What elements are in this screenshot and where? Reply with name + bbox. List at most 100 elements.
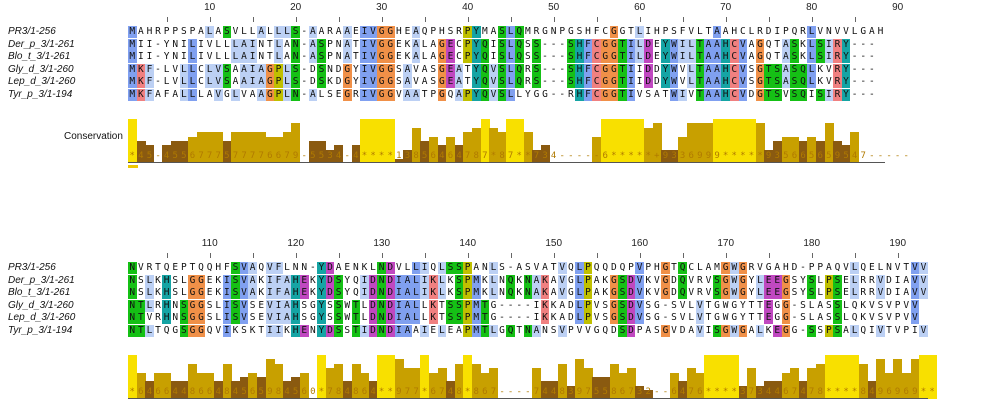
residue: A — [489, 26, 498, 38]
residue: P — [583, 262, 593, 274]
residue: V — [652, 287, 662, 299]
conservation-score: 6 — [697, 387, 703, 397]
conservation-bar — [532, 149, 542, 163]
conservation-bar — [764, 149, 774, 163]
residue: - — [506, 262, 515, 274]
residue: I — [265, 287, 275, 299]
residue: G — [386, 26, 395, 38]
residue: I — [626, 88, 636, 101]
residue: R — [153, 299, 163, 312]
conservation-score: * — [843, 387, 849, 397]
residue: D — [334, 63, 343, 76]
conservation-bar — [248, 372, 258, 399]
residue: G — [609, 274, 619, 287]
conservation-bar — [661, 149, 671, 163]
residue: A — [721, 26, 730, 38]
sequence-name[interactable]: Tyr_p_3/1-194 — [8, 88, 73, 100]
residue: A — [532, 287, 541, 299]
conservation-score: 4 — [215, 387, 221, 397]
residue: E — [394, 51, 404, 63]
sequence-name[interactable]: Gly_d_3/1-260 — [8, 63, 74, 75]
sequence-name[interactable]: Lep_d_3/1-260 — [8, 76, 76, 87]
residue: I — [222, 324, 232, 337]
residue: - — [558, 63, 567, 76]
residue: A — [532, 324, 541, 337]
residue: G — [859, 26, 868, 38]
sequence-name[interactable]: PR3/1-256 — [8, 26, 56, 37]
residue: L — [437, 324, 447, 337]
conservation-score: 3 — [774, 151, 780, 161]
residue: P — [179, 262, 189, 274]
residue: S — [171, 287, 180, 299]
ruler-tick — [768, 17, 770, 22]
sequence-name[interactable]: Tyr_p_3/1-194 — [8, 324, 73, 336]
residue: Q — [618, 262, 627, 274]
residue: A — [515, 262, 524, 274]
residue: G — [540, 26, 550, 38]
residue: I — [893, 274, 902, 287]
residue: C — [730, 88, 739, 101]
residue: E — [257, 299, 266, 312]
residue: S — [454, 274, 464, 287]
residue: G — [781, 312, 791, 324]
residue: G — [196, 287, 206, 299]
residue: R — [523, 76, 533, 88]
residue: F — [274, 262, 283, 274]
residue: P — [816, 262, 825, 274]
residue: S — [712, 287, 722, 299]
residue: S — [497, 26, 507, 38]
sequence-name[interactable]: Lep_d_3/1-260 — [8, 312, 76, 323]
sequence-name[interactable]: Gly_d_3/1-260 — [8, 299, 74, 311]
residue: G — [196, 274, 206, 287]
residue: H — [291, 299, 300, 312]
conservation-bar — [910, 359, 920, 399]
selection-marker[interactable] — [128, 165, 138, 168]
residue: Q — [859, 324, 868, 337]
sequence-name[interactable]: PR3/1-256 — [8, 262, 56, 273]
conservation-bar — [730, 355, 739, 399]
residue: G — [377, 76, 386, 88]
residue: M — [128, 51, 137, 63]
conservation-score: * — [370, 151, 376, 161]
residue: R — [523, 63, 533, 76]
residue: T — [704, 26, 713, 38]
conservation-score: 7 — [748, 387, 755, 397]
conservation-bar — [601, 119, 610, 163]
residue: F — [583, 63, 593, 76]
residue: I — [489, 38, 498, 51]
residue: L — [282, 88, 292, 101]
residue: L — [162, 76, 171, 88]
residue: N — [377, 287, 386, 299]
residue: Q — [833, 262, 842, 274]
residue: A — [781, 76, 791, 88]
ruler-tick — [510, 17, 512, 22]
conservation-bar — [153, 372, 163, 399]
conservation-bar — [429, 372, 438, 399]
residue: - — [506, 312, 515, 324]
residue: L — [515, 88, 524, 101]
residue: A — [282, 38, 292, 51]
conservation-bar — [136, 141, 146, 163]
residue: - — [515, 312, 524, 324]
residue: T — [265, 51, 275, 63]
residue: S — [773, 88, 782, 101]
residue: N — [257, 51, 266, 63]
conservation-bar — [712, 119, 722, 163]
sequence-name[interactable]: Blo_t_3/1-261 — [8, 287, 71, 298]
conservation-score: 3 — [679, 151, 686, 161]
residue: V — [824, 63, 834, 76]
ruler-number: 80 — [806, 2, 818, 13]
residue: S — [334, 287, 343, 299]
sequence-name[interactable]: Blo_t_3/1-261 — [8, 51, 71, 62]
residue: A — [824, 262, 834, 274]
residue: S — [523, 38, 533, 51]
ruler-tick — [854, 253, 856, 258]
residue: A — [429, 51, 438, 63]
sequence-name[interactable]: Der_p_3/1-261 — [8, 38, 75, 50]
sequence-name[interactable]: Der_p_3/1-261 — [8, 274, 75, 286]
residue: L — [282, 76, 292, 88]
residue: H — [291, 312, 300, 324]
residue: Y — [841, 38, 851, 51]
conservation-score: - — [516, 387, 522, 397]
conservation-bar — [145, 381, 155, 399]
